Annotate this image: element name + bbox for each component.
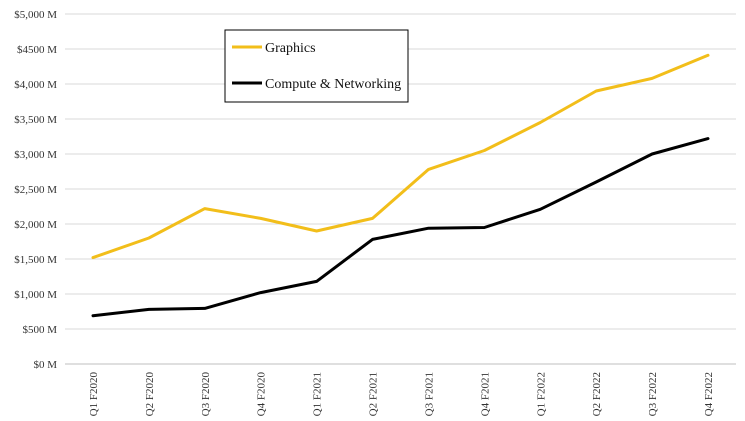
y-tick-label: $1,500 M: [14, 254, 57, 266]
y-tick-label: $1,000 M: [14, 289, 57, 301]
legend-label-compute-networking: Compute & Networking: [265, 77, 401, 92]
y-tick-label: $3,500 M: [14, 114, 57, 126]
legend-label-graphics: Graphics: [265, 41, 316, 56]
y-tick-label: $4,000 M: [14, 79, 57, 91]
y-tick-label: $3,000 M: [14, 149, 57, 161]
y-tick-label: $2,500 M: [14, 184, 57, 196]
y-tick-label: $2,000 M: [14, 219, 57, 231]
y-tick-label: $4500 M: [17, 44, 57, 56]
x-tick-label: Q4 F2020: [256, 372, 268, 417]
x-tick-label: Q2 F2021: [368, 372, 380, 416]
x-tick-label: Q4 F2022: [703, 372, 715, 416]
x-tick-label: Q1 F2022: [535, 372, 547, 416]
x-tick-label: Q4 F2021: [479, 372, 491, 416]
series-line-compute-networking: [91, 137, 710, 318]
x-tick-label: Q1 F2020: [88, 372, 100, 417]
legend: Graphics Compute & Networking: [224, 29, 409, 103]
x-axis-tick-labels: Q1 F2020 Q2 F2020 Q3 F2020 Q4 F2020 Q1 F2021…: [88, 372, 715, 417]
series-line-graphics: [91, 53, 710, 260]
x-tick-label: Q3 F2022: [647, 372, 659, 416]
series-lines: [91, 53, 710, 318]
x-tick-label: Q2 F2020: [144, 372, 156, 417]
x-tick-label: Q3 F2020: [200, 372, 212, 417]
x-tick-label: Q2 F2022: [591, 372, 603, 416]
y-axis-tick-labels: $0 M $500 M $1,000 M $1,500 M $2,000 M $2,500…: [14, 9, 57, 371]
legend-box: [224, 29, 409, 103]
y-tick-label: $0 M: [33, 359, 57, 371]
x-tick-label: Q3 F2021: [423, 372, 435, 416]
y-tick-label: $500 M: [22, 324, 57, 336]
x-tick-label: Q1 F2021: [312, 372, 324, 416]
y-tick-label: $5,000 M: [14, 9, 57, 21]
